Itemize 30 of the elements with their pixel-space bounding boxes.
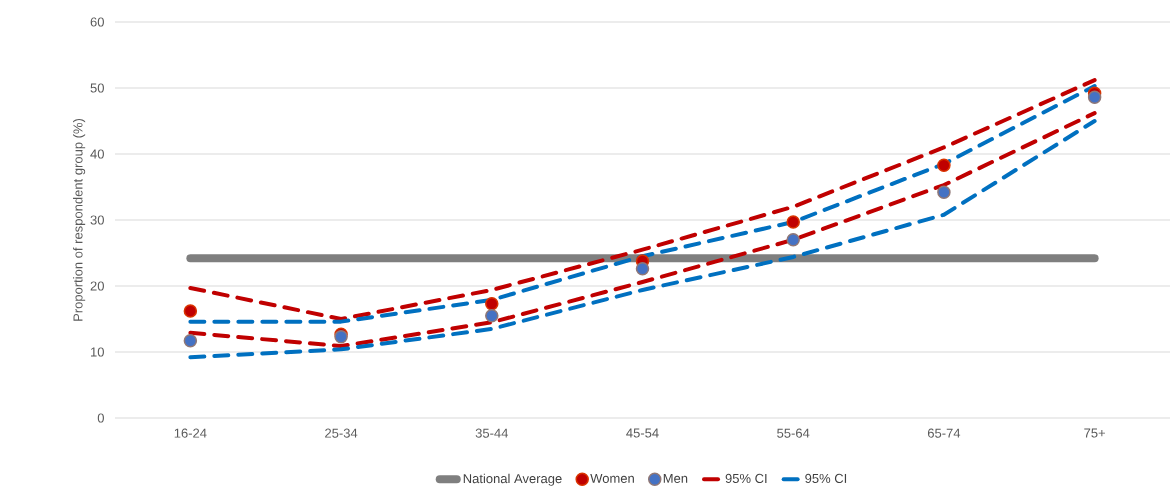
legend-label: Women: [590, 473, 634, 483]
point: [786, 233, 800, 247]
y-tick-label: 10: [91, 347, 104, 357]
point: [183, 304, 198, 318]
x-tick-label: 75+: [1084, 428, 1106, 438]
x-tick-label: 55-64: [777, 428, 810, 438]
point: [937, 158, 951, 172]
legend-label: 95% CI: [725, 473, 767, 484]
legend-label: Men: [663, 473, 688, 483]
y-tick-label: 60: [90, 17, 104, 27]
point: [635, 262, 650, 276]
point: [937, 185, 951, 200]
x-tick-label: 25-34: [325, 428, 358, 438]
legend-label: 95% CI: [805, 473, 847, 484]
y-tick-label: 20: [90, 281, 104, 291]
x-tick-label: 45-54: [626, 428, 659, 438]
y-tick-label: 30: [90, 215, 104, 225]
y-tick-label: 50: [90, 83, 104, 93]
y-tick-label: 40: [90, 149, 104, 159]
x-tick-label: 35-44: [475, 428, 509, 438]
point: [183, 334, 198, 348]
x-tick-label: 16-24: [174, 428, 207, 438]
y-axis-title: Proportion of respondent group (%): [73, 118, 86, 321]
legend-label: National Average: [463, 473, 562, 486]
point: [485, 297, 499, 311]
point: [786, 215, 800, 229]
point: [1087, 90, 1102, 104]
point: [485, 308, 499, 323]
y-tick-label: 0: [97, 413, 104, 423]
x-tick-label: 65-74: [927, 428, 961, 438]
